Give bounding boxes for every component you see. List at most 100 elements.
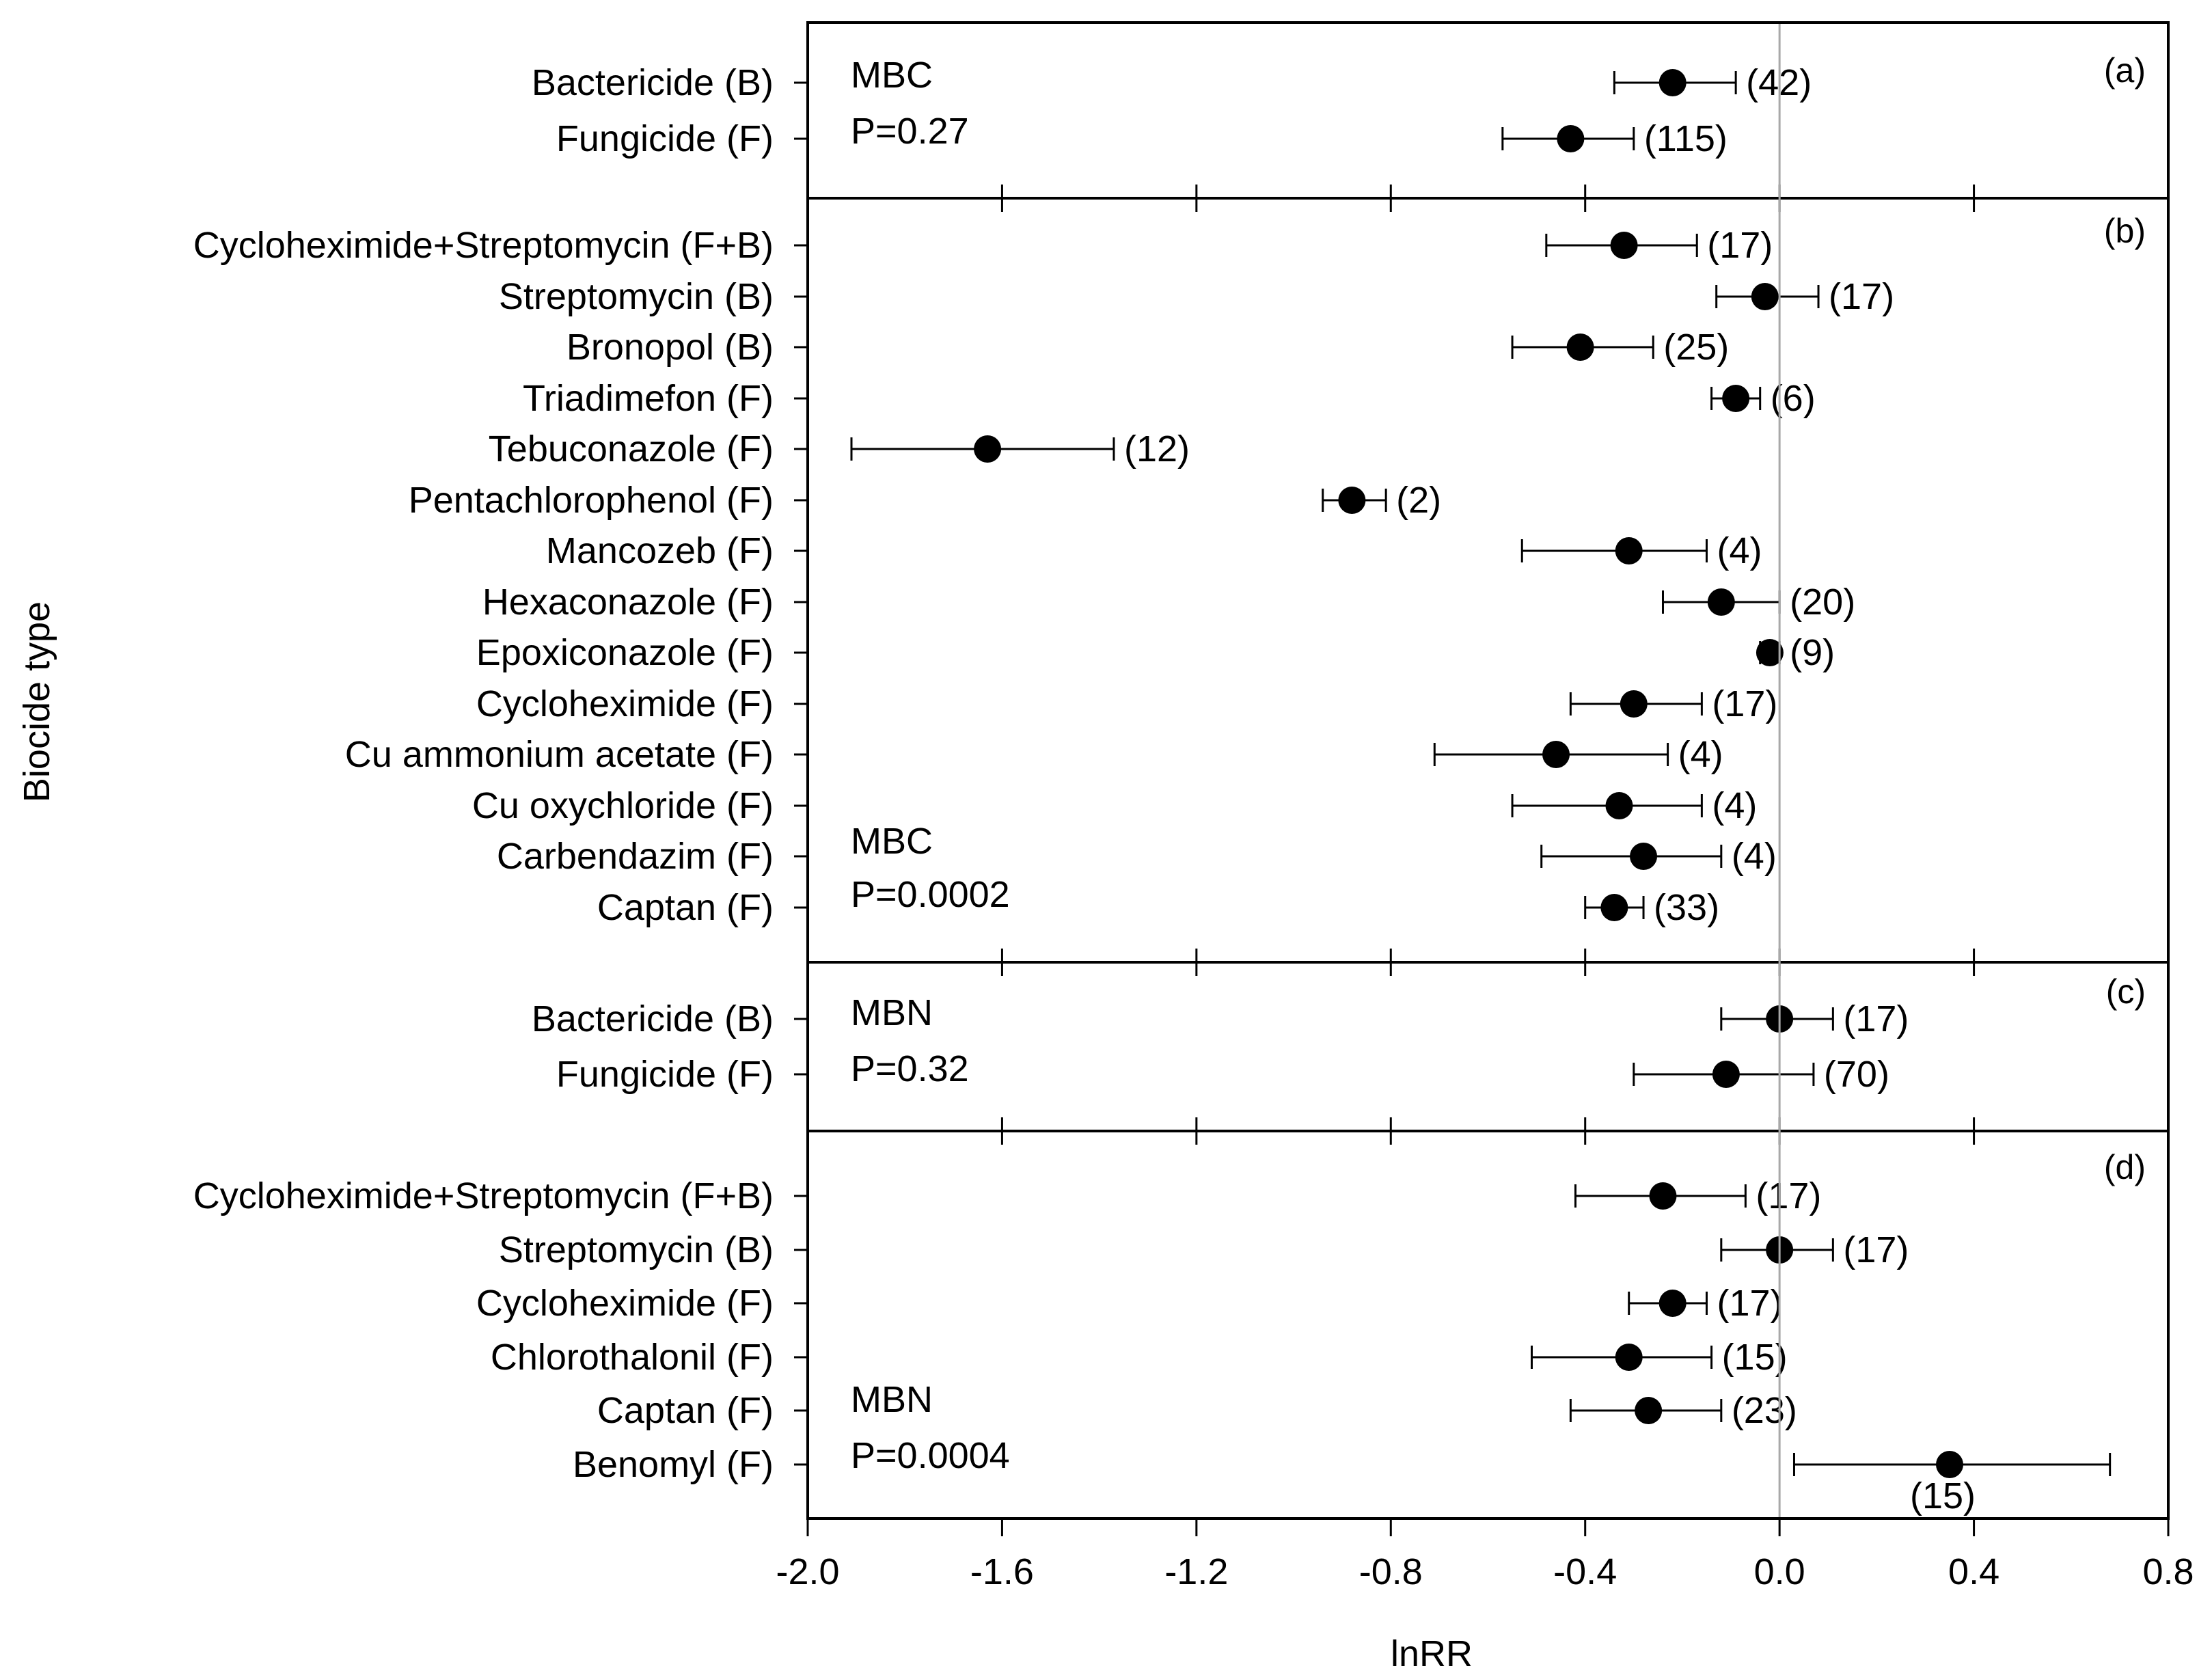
sample-size-label: (17): [1756, 1175, 1821, 1216]
y-tick-label: Epoxiconazole (F): [476, 632, 774, 673]
sample-size-label: (4): [1678, 734, 1723, 775]
forest-row: Cu oxychloride (F) (4): [472, 785, 1757, 826]
sample-size-label: (25): [1663, 327, 1729, 368]
forest-row: Cycloheximide+Streptomycin (F+B) (17): [193, 225, 1773, 266]
panel-metric-label: MBN: [851, 1379, 933, 1420]
sample-size-label: (15): [1910, 1475, 1976, 1516]
y-tick-label: Mancozeb (F): [546, 530, 774, 571]
sample-size-label: (17): [1707, 225, 1773, 266]
forest-row: Fungicide (F) (115): [556, 118, 1728, 159]
y-tick-label: Fungicide (F): [556, 1054, 774, 1095]
x-tick-label: -0.4: [1553, 1551, 1617, 1592]
panel-d: MBN P=0.0004 (d) Cycloheximide+Streptomycin…: [193, 1130, 2170, 1516]
y-tick-label: Cycloheximide (F): [476, 1283, 774, 1324]
forest-row: Bactericide (B) (17): [532, 998, 1909, 1039]
forest-row: Streptomycin (B) (17): [499, 276, 1894, 317]
plot-frame: [806, 21, 2170, 1520]
sample-size-label: (15): [1722, 1337, 1788, 1378]
x-tick-label: -1.6: [970, 1551, 1034, 1592]
sample-size-label: (6): [1771, 378, 1816, 419]
forest-row: Cycloheximide (F) (17): [476, 683, 1777, 724]
x-tick-label: -1.2: [1164, 1551, 1228, 1592]
forest-row: Cycloheximide+Streptomycin (F+B) (17): [193, 1175, 1822, 1216]
data-point: [1542, 741, 1570, 768]
panel-p-value: P=0.0002: [851, 874, 1010, 915]
data-point: [1658, 69, 1687, 96]
data-point: [1600, 894, 1628, 921]
sample-size-label: (17): [1829, 276, 1894, 317]
sample-size-label: (23): [1732, 1390, 1797, 1431]
y-tick-label: Cu ammonium acetate (F): [345, 734, 774, 775]
y-tick-label: Benomyl (F): [573, 1444, 774, 1485]
forest-row: Captan (F) (23): [597, 1390, 1797, 1431]
sample-size-label: (2): [1396, 480, 1441, 521]
panel-letter-label: (c): [2106, 972, 2146, 1011]
y-tick-label: Captan (F): [597, 1390, 774, 1431]
data-point: [1658, 1290, 1687, 1317]
panel-letter-label: (b): [2104, 212, 2146, 250]
data-point: [1338, 487, 1366, 514]
sample-size-label: (115): [1644, 118, 1728, 159]
data-point: [1649, 1182, 1677, 1210]
x-tick-label: -2.0: [776, 1551, 839, 1592]
forest-row: Carbendazim (F) (4): [497, 836, 1777, 877]
x-tick-label: 0.8: [2142, 1551, 2194, 1592]
panel-metric-label: MBC: [851, 821, 933, 862]
sample-size-label: (12): [1124, 428, 1190, 469]
y-tick-label: Fungicide (F): [556, 118, 774, 159]
y-axis-title: Biocide type: [16, 601, 57, 802]
data-point: [1557, 125, 1585, 152]
data-point: [1620, 690, 1648, 718]
sample-size-label: (17): [1843, 998, 1909, 1039]
sample-size-label: (17): [1712, 683, 1777, 724]
y-tick-label: Triadimefon (F): [523, 378, 774, 419]
forest-row: Fungicide (F) (70): [556, 1054, 1889, 1095]
sample-size-label: (4): [1712, 785, 1757, 826]
y-tick-label: Cycloheximide (F): [476, 683, 774, 724]
data-point: [1756, 639, 1784, 666]
data-point: [1605, 792, 1633, 819]
data-point: [1630, 843, 1658, 870]
sample-size-label: (17): [1717, 1283, 1782, 1324]
forest-row: Pentachlorophenol (F) (2): [409, 480, 1441, 521]
panel-b: MBC P=0.0002 (b) Cycloheximide+Streptomycin…: [193, 197, 2170, 962]
data-point: [1615, 1344, 1643, 1371]
forest-row: Benomyl (F) (15): [573, 1444, 2112, 1516]
data-point: [1712, 1061, 1740, 1088]
data-point: [974, 435, 1002, 463]
sample-size-label: (33): [1654, 887, 1719, 928]
panel-p-value: P=0.0004: [851, 1435, 1010, 1476]
data-point: [1722, 385, 1750, 412]
x-axis-title: lnRR: [1391, 1633, 1473, 1674]
data-point: [1635, 1397, 1663, 1424]
panel-letter-label: (a): [2104, 51, 2146, 90]
forest-row: Cycloheximide (F) (17): [476, 1283, 1783, 1324]
sample-size-label: (4): [1732, 836, 1777, 877]
forest-row: Captan (F) (33): [597, 887, 1719, 928]
panel-p-value: P=0.27: [851, 111, 969, 152]
forest-row: Hexaconazole (F) (20): [482, 582, 1855, 623]
panel-letter-label: (d): [2104, 1148, 2146, 1186]
sample-size-label: (9): [1790, 632, 1835, 673]
forest-row: Chlorothalonil (F) (15): [491, 1337, 1788, 1378]
x-tick-label: -0.8: [1359, 1551, 1423, 1592]
y-tick-label: Chlorothalonil (F): [491, 1337, 774, 1378]
x-tick-label: 0.4: [1948, 1551, 1999, 1592]
y-tick-label: Cu oxychloride (F): [472, 785, 774, 826]
y-tick-label: Captan (F): [597, 887, 774, 928]
panel-p-value: P=0.32: [851, 1048, 969, 1089]
data-point: [1615, 537, 1643, 564]
data-point: [1566, 333, 1594, 361]
panel-c: MBN P=0.32 (c) Bactericide (B) (17) Fungicide…: [532, 961, 2170, 1131]
sample-size-label: (17): [1843, 1229, 1909, 1270]
y-tick-label: Bactericide (B): [532, 62, 774, 103]
y-tick-label: Streptomycin (B): [499, 1229, 774, 1270]
forest-row: Mancozeb (F) (4): [546, 530, 1762, 571]
sample-size-label: (70): [1824, 1054, 1889, 1095]
forest-row: Cu ammonium acetate (F) (4): [345, 734, 1723, 775]
y-tick-label: Carbendazim (F): [497, 836, 774, 877]
